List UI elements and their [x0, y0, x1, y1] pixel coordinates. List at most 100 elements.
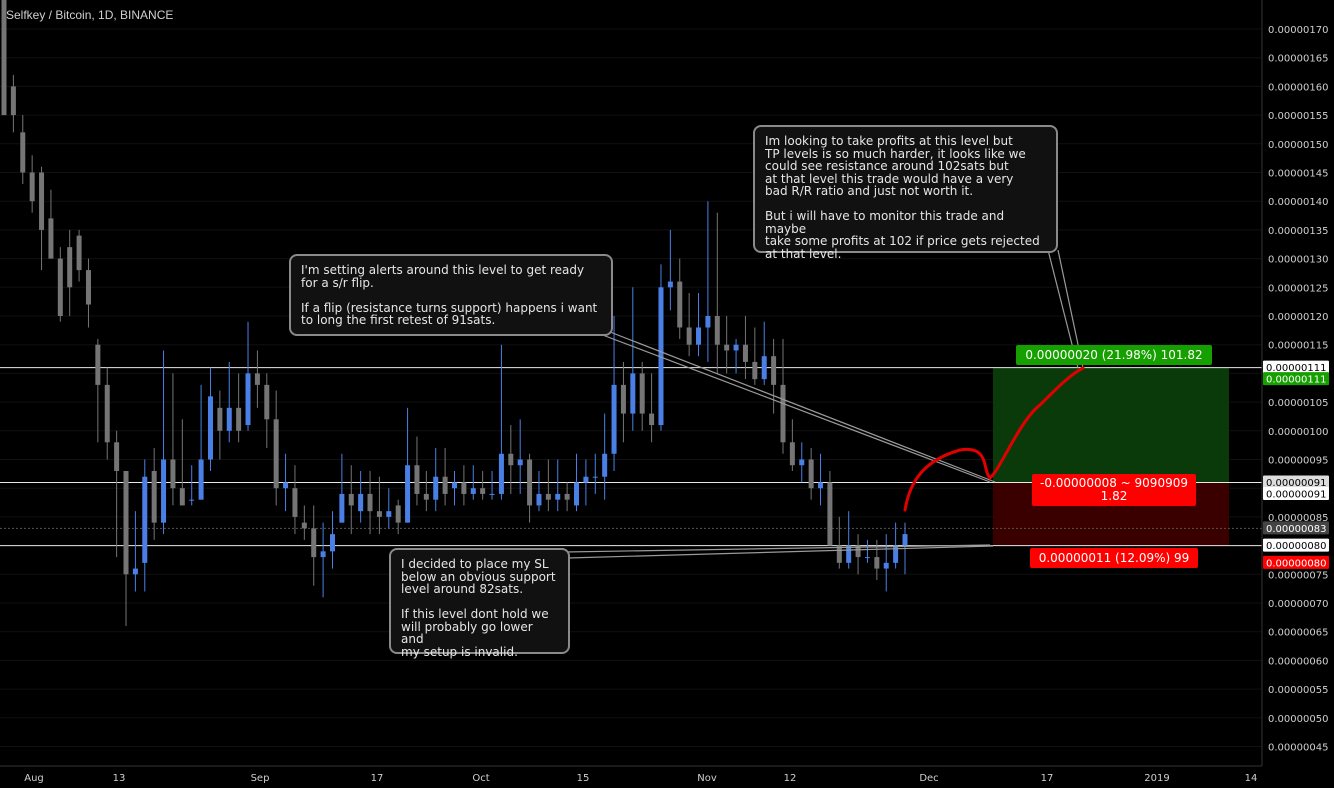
time-axis: Aug 13 Sep 17 Oct 15 Nov 12 Dec 17 2019 14 — [24, 773, 1257, 784]
candle-body — [179, 488, 185, 506]
note-stop-loss[interactable]: I decided to place my SL below an obviou… — [389, 548, 570, 658]
note-take-profit[interactable]: Im looking to take profits at this level… — [753, 125, 1058, 260]
candle-body — [902, 534, 908, 546]
projected-path — [903, 366, 1085, 512]
candle-body — [161, 459, 167, 523]
price-tick-label: 0.00000160 — [1268, 82, 1328, 93]
candle-body — [245, 373, 251, 426]
candle-body — [667, 281, 673, 288]
candle-body — [480, 488, 486, 494]
callout-pointer — [564, 544, 991, 553]
candle-body — [658, 287, 664, 426]
time-tick-label: Aug — [24, 773, 44, 784]
candle-body — [818, 482, 824, 489]
candle-body — [780, 384, 786, 443]
price-tag: 0.00000111 — [1263, 360, 1329, 374]
candle-body — [433, 476, 439, 500]
candle-body — [592, 476, 598, 478]
price-tag-text: 0.00000080 — [1266, 541, 1326, 552]
candle-body — [151, 470, 157, 523]
price-tag-bg — [1263, 521, 1329, 535]
price-tag-text: 0.00000111 — [1266, 363, 1326, 374]
candle-body — [724, 344, 730, 351]
entry-label-line2: 1.82 — [1100, 489, 1128, 503]
candle-body — [846, 545, 852, 563]
time-tick-label: 12 — [784, 773, 797, 784]
candle-body — [405, 465, 411, 523]
price-tag: 0.00000091 — [1263, 475, 1329, 489]
candle-body — [20, 132, 26, 173]
candle-body — [564, 493, 570, 500]
price-tick-label: 0.00000150 — [1268, 140, 1328, 151]
price-tag-bg — [1263, 475, 1329, 489]
candle-body — [536, 493, 542, 506]
candle-body — [48, 218, 54, 259]
candle-body — [527, 459, 533, 506]
candle-body — [498, 453, 504, 494]
candle-body — [639, 373, 645, 414]
price-tick-label: 0.00000155 — [1268, 111, 1328, 122]
candle-body — [677, 281, 683, 328]
candle-body — [170, 459, 176, 489]
candle-body — [602, 453, 608, 477]
candle-body — [686, 327, 692, 345]
price-tick-label: 0.00000125 — [1268, 283, 1328, 294]
candle-body — [358, 493, 364, 512]
price-tick-label: 0.00000135 — [1268, 226, 1328, 237]
time-tick-label: Oct — [472, 773, 489, 784]
target-label: 0.00000020 (21.98%) 101.82 — [1016, 345, 1212, 365]
price-tick-label: 0.00000130 — [1268, 255, 1328, 266]
price-tag-bg — [1263, 555, 1329, 569]
candle-body — [799, 459, 805, 466]
candle-body — [836, 545, 842, 563]
candle-body — [611, 384, 617, 454]
candle-body — [517, 459, 523, 466]
time-tick-label: 14 — [1245, 773, 1258, 784]
candle-body — [85, 270, 91, 305]
entry-label: -0.00000008 ~ 9090909 1.82 — [1032, 474, 1196, 506]
candle-body — [142, 476, 148, 563]
candle-body — [217, 407, 223, 431]
price-tick-label: 0.00000050 — [1268, 714, 1328, 725]
candle-body — [583, 476, 589, 483]
candle-body — [442, 476, 448, 494]
candle-body — [320, 551, 326, 558]
candle-body — [104, 384, 110, 443]
candle-body — [348, 493, 354, 506]
candle-body — [874, 557, 880, 569]
time-tick-label: Sep — [251, 773, 270, 784]
candle-body — [752, 361, 758, 380]
price-tick-label: 0.00000145 — [1268, 169, 1328, 180]
price-tag-text: 0.00000091 — [1266, 478, 1326, 489]
price-tick-label: 0.00000095 — [1268, 456, 1328, 467]
price-tag-bg — [1263, 360, 1329, 374]
candle-body — [283, 482, 289, 489]
candle-body — [114, 442, 120, 471]
candle-body — [254, 373, 260, 385]
price-tag-text: 0.00000080 — [1266, 558, 1326, 569]
price-tag-bg — [1263, 372, 1329, 386]
entry-label-line1: -0.00000008 ~ 9090909 — [1040, 476, 1188, 490]
callout-pointer — [599, 333, 991, 483]
time-tick-label: 17 — [371, 773, 384, 784]
price-tick-label: 0.00000105 — [1268, 398, 1328, 409]
candle-body — [827, 482, 833, 546]
candle-body — [649, 413, 655, 426]
price-tick-label: 0.00000060 — [1268, 656, 1328, 667]
price-tag-text: 0.00000091 — [1266, 489, 1326, 500]
price-tag: 0.00000091 — [1263, 486, 1329, 500]
candle-body — [489, 493, 495, 495]
note-alerts[interactable]: I'm setting alerts around this level to … — [289, 254, 613, 336]
candle-body — [452, 482, 457, 489]
candle-body — [264, 384, 270, 420]
price-tick-label: 0.00000140 — [1268, 197, 1328, 208]
candle-body — [226, 407, 232, 431]
chart-title: Selfkey / Bitcoin, 1D, BINANCE — [6, 8, 174, 22]
price-tag-bg — [1263, 538, 1329, 552]
candle-body — [76, 235, 82, 271]
candle-body — [236, 407, 242, 431]
candles — [1, 0, 908, 626]
candle-body — [808, 459, 814, 489]
price-tick-label: 0.00000100 — [1268, 427, 1328, 438]
